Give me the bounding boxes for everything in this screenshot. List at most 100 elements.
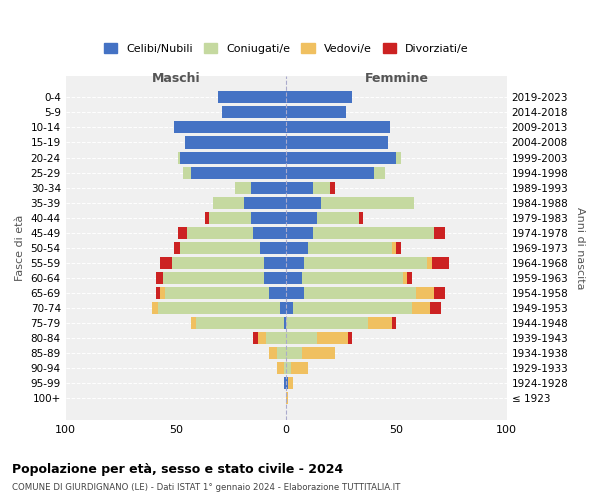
Bar: [293, 302, 412, 314]
Bar: [253, 332, 257, 344]
Bar: [432, 257, 449, 269]
Bar: [286, 136, 388, 148]
Bar: [403, 272, 407, 284]
Bar: [304, 257, 427, 269]
Bar: [286, 196, 322, 208]
Bar: [182, 166, 191, 178]
Bar: [407, 272, 412, 284]
Bar: [264, 272, 286, 284]
Bar: [196, 317, 284, 329]
Bar: [284, 378, 286, 390]
Text: COMUNE DI GIURDIGNANO (LE) - Dati ISTAT 1° gennaio 2024 - Elaborazione TUTTITALI: COMUNE DI GIURDIGNANO (LE) - Dati ISTAT …: [12, 482, 400, 492]
Bar: [253, 227, 286, 239]
Bar: [397, 152, 401, 164]
Bar: [152, 302, 158, 314]
Bar: [374, 166, 385, 178]
Legend: Celibi/Nubili, Coniugati/e, Vedovi/e, Divorziati/e: Celibi/Nubili, Coniugati/e, Vedovi/e, Di…: [101, 40, 472, 58]
Bar: [412, 302, 430, 314]
Bar: [286, 287, 304, 299]
Bar: [302, 348, 335, 360]
Bar: [397, 242, 401, 254]
Bar: [178, 152, 181, 164]
Bar: [368, 317, 392, 329]
Bar: [313, 182, 331, 194]
Bar: [286, 332, 317, 344]
Bar: [392, 242, 397, 254]
Text: Popolazione per età, sesso e stato civile - 2024: Popolazione per età, sesso e stato civil…: [12, 462, 343, 475]
Bar: [214, 196, 244, 208]
Y-axis label: Anni di nascita: Anni di nascita: [575, 206, 585, 289]
Bar: [359, 212, 364, 224]
Bar: [187, 227, 253, 239]
Bar: [286, 242, 308, 254]
Bar: [304, 287, 416, 299]
Bar: [165, 287, 269, 299]
Bar: [313, 227, 434, 239]
Bar: [317, 332, 348, 344]
Bar: [235, 182, 251, 194]
Bar: [160, 287, 165, 299]
Bar: [286, 272, 302, 284]
Bar: [191, 317, 196, 329]
Bar: [284, 317, 286, 329]
Bar: [257, 332, 266, 344]
Bar: [181, 242, 260, 254]
Bar: [286, 392, 289, 404]
Bar: [286, 182, 313, 194]
Bar: [269, 287, 286, 299]
Bar: [434, 227, 445, 239]
Bar: [286, 227, 313, 239]
Bar: [244, 196, 286, 208]
Bar: [181, 152, 286, 164]
Bar: [286, 122, 390, 134]
Bar: [163, 272, 264, 284]
Bar: [266, 332, 286, 344]
Bar: [191, 166, 286, 178]
Bar: [286, 302, 293, 314]
Bar: [434, 287, 445, 299]
Bar: [160, 257, 172, 269]
Bar: [277, 362, 284, 374]
Bar: [289, 378, 293, 390]
Bar: [430, 302, 440, 314]
Bar: [348, 332, 352, 344]
Bar: [286, 166, 374, 178]
Bar: [218, 92, 286, 104]
Bar: [205, 212, 209, 224]
Bar: [286, 212, 317, 224]
Bar: [286, 152, 397, 164]
Bar: [392, 317, 397, 329]
Bar: [416, 287, 434, 299]
Bar: [277, 348, 286, 360]
Bar: [264, 257, 286, 269]
Bar: [317, 212, 359, 224]
Bar: [286, 317, 368, 329]
Bar: [322, 196, 414, 208]
Bar: [286, 257, 304, 269]
Text: Femmine: Femmine: [364, 72, 428, 86]
Bar: [156, 287, 160, 299]
Bar: [280, 302, 286, 314]
Bar: [331, 182, 335, 194]
Bar: [174, 122, 286, 134]
Bar: [222, 106, 286, 118]
Bar: [286, 92, 352, 104]
Bar: [427, 257, 432, 269]
Bar: [172, 257, 264, 269]
Bar: [251, 182, 286, 194]
Bar: [158, 302, 280, 314]
Bar: [251, 212, 286, 224]
Bar: [308, 242, 392, 254]
Bar: [286, 362, 290, 374]
Bar: [286, 348, 302, 360]
Bar: [302, 272, 403, 284]
Text: Maschi: Maschi: [152, 72, 200, 86]
Bar: [174, 242, 181, 254]
Bar: [185, 136, 286, 148]
Bar: [286, 106, 346, 118]
Bar: [290, 362, 308, 374]
Bar: [286, 378, 289, 390]
Bar: [209, 212, 251, 224]
Y-axis label: Fasce di età: Fasce di età: [15, 214, 25, 281]
Bar: [260, 242, 286, 254]
